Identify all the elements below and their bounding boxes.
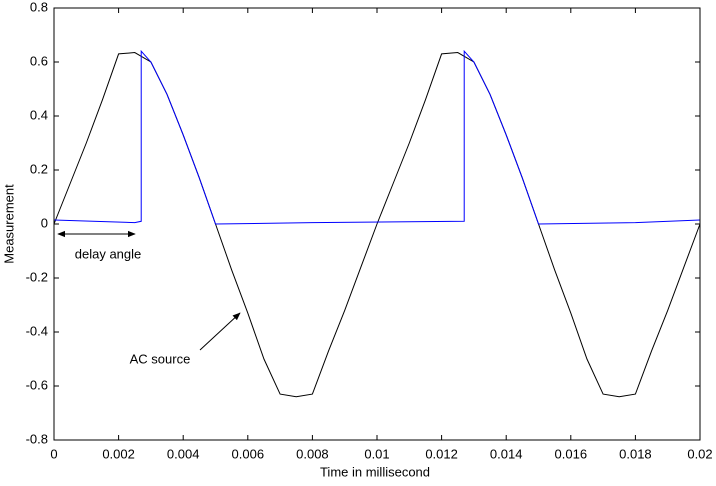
x-tick-label: 0.004 — [167, 446, 200, 461]
x-tick-label: 0.014 — [490, 446, 523, 461]
x-tick-label: 0.016 — [555, 446, 588, 461]
x-tick-label: 0 — [50, 446, 57, 461]
y-tick-label: -0.2 — [26, 269, 48, 284]
x-tick-label: 0.01 — [364, 446, 389, 461]
annotation: delay angle — [75, 246, 142, 261]
y-tick-label: 0.8 — [30, 0, 48, 14]
annotation: AC source — [130, 351, 191, 366]
x-tick-label: 0.002 — [102, 446, 135, 461]
y-tick-label: -0.8 — [26, 431, 48, 446]
y-tick-label: -0.6 — [26, 377, 48, 392]
x-tick-label: 0.018 — [619, 446, 652, 461]
y-tick-label: -0.4 — [26, 323, 48, 338]
y-tick-label: 0.4 — [30, 107, 48, 122]
y-tick-label: 0.2 — [30, 161, 48, 176]
y-tick-label: 0 — [41, 215, 48, 230]
series-line — [53, 49, 701, 225]
x-axis-label: Time in millisecond — [320, 464, 430, 479]
y-axis-label: Measurement — [1, 184, 16, 264]
x-tick-label: 0.008 — [296, 446, 329, 461]
y-tick-label: 0.6 — [30, 53, 48, 68]
x-tick-label: 0.02 — [687, 446, 712, 461]
x-tick-label: 0.006 — [232, 446, 265, 461]
plot-frame — [53, 7, 701, 441]
x-tick-label: 0.012 — [425, 446, 458, 461]
source-arrow — [199, 312, 241, 351]
